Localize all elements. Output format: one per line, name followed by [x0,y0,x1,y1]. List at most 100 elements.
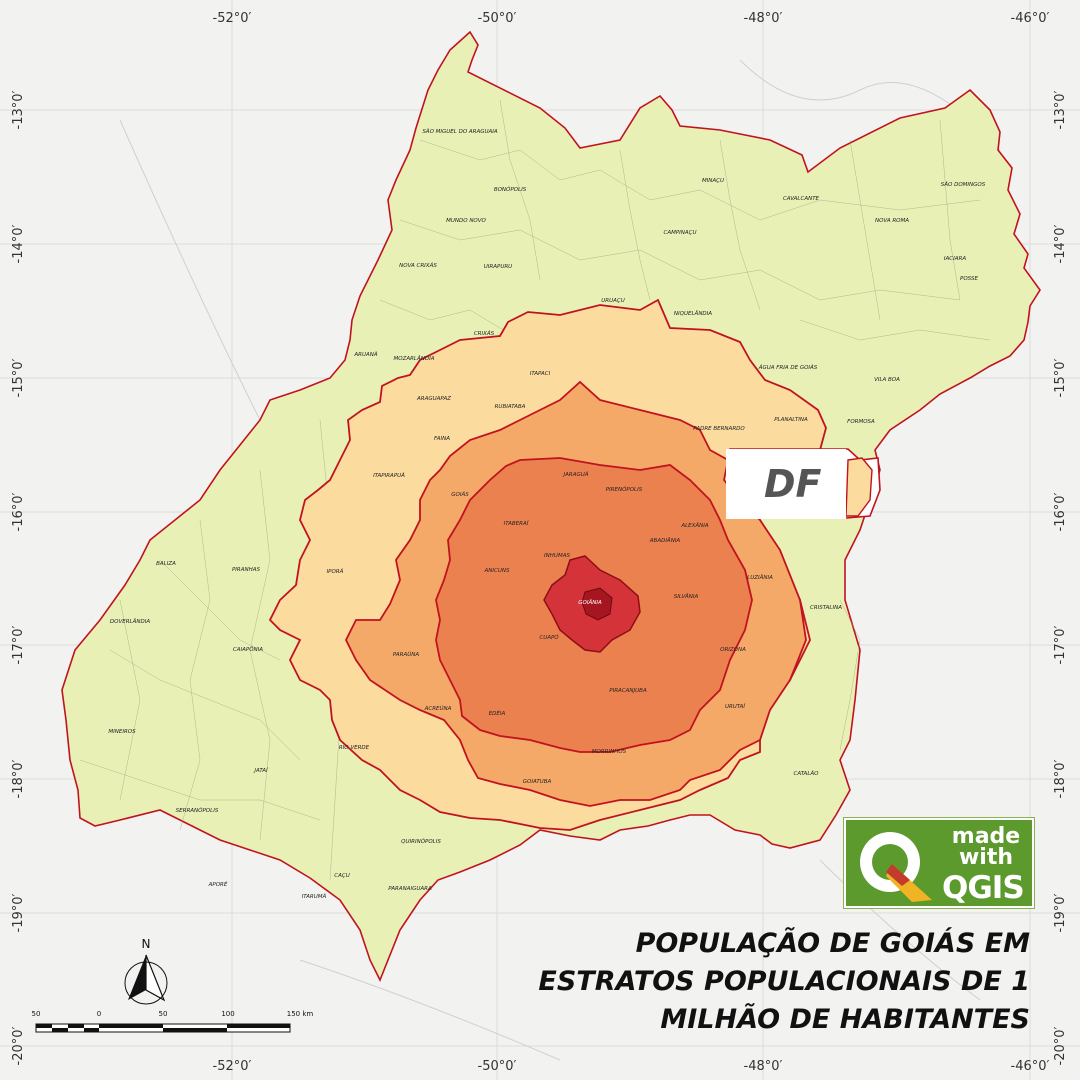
municipality-label: NOVA ROMA [875,218,909,224]
scale-label: 50 [159,1010,168,1018]
lat-label-left: -15°0′ [11,358,26,397]
north-label: N [142,937,151,951]
municipality-label: ACREÚNA [424,705,452,712]
lon-label-bottom: -52°0′ [213,1059,252,1074]
municipality-label: ABADIÂNIA [649,537,681,544]
lat-label-left: -14°0′ [11,224,26,263]
lat-label-right: -19°0′ [1053,893,1068,932]
municipality-label: ORIZONA [720,647,746,653]
municipality-label: PARANAIGUARA [388,886,432,892]
df-east-strip [845,457,873,517]
municipality-label: IACIARA [944,256,966,262]
municipality-label: PIRANHAS [232,567,261,573]
title-line-3: MILHÃO DE HABITANTES [660,1004,1030,1035]
df-label-box [726,449,846,519]
map-title: POPULAÇÃO DE GOIÁS EM ESTRATOS POPULACIO… [510,925,1030,1039]
municipality-label: ITAPACI [530,371,551,377]
municipality-label: SILVÂNIA [674,593,699,600]
logo-line-made: made [951,824,1021,849]
municipality-label: INHUMAS [544,553,570,559]
municipality-label: SÃO DOMINGOS [941,181,986,188]
qgis-q-icon [860,832,932,902]
municipality-label: MORRINHOS [592,749,627,755]
municipality-label: BONÓPOLIS [494,186,527,193]
municipality-label: JARAGUÁ [562,471,588,478]
lat-label-right: -16°0′ [1053,492,1068,531]
municipality-label: MINAÇU [702,178,724,184]
lat-label-left: -16°0′ [11,492,26,531]
municipality-label: NOVA CRIXÁS [399,262,437,269]
municipality-label: APORÉ [208,880,228,888]
municipality-label: URUTAÍ [725,703,746,710]
longitude-labels: -52°0′ -50°0′ -48°0′ -46°0′ -52°0′ -50°0… [213,11,1050,1074]
municipality-label: IPORÁ [327,568,344,575]
municipality-label: GOIÁS [451,491,469,498]
municipality-label: PLANALTINA [774,417,808,423]
logo-line-qgis: QGIS [942,870,1025,906]
lat-label-left: -17°0′ [11,625,26,664]
municipality-label: CATALÃO [794,770,820,777]
municipality-label: RIO VERDE [339,745,370,751]
municipality-label: PADRE BERNARDO [693,426,745,432]
lon-label-bottom: -48°0′ [744,1059,783,1074]
municipality-label: ARUANÃ [353,351,377,358]
municipality-label: ANICUNS [484,568,510,574]
latitude-labels: -13°0′ -14°0′ -15°0′ -16°0′ -17°0′ -18°0… [11,90,1068,1065]
municipality-label: UIRAPURU [484,264,512,270]
municipality-label: CAÇU [334,873,349,879]
scale-label: 150 km [287,1010,314,1018]
lon-label-top: -50°0′ [478,11,517,26]
lat-label-left: -20°0′ [11,1026,26,1065]
municipality-label: PARAÚNA [393,651,420,658]
municipality-label: LUZIÂNIA [747,574,773,581]
lat-label-right: -13°0′ [1053,90,1068,129]
lon-label-bottom: -50°0′ [478,1059,517,1074]
municipality-label: POSSE [960,276,978,282]
municipality-label: NIQUELÂNDIA [674,310,712,317]
municipality-label: RUBIATABA [495,404,526,410]
lon-label-bottom: -46°0′ [1011,1059,1050,1074]
lat-label-right: -14°0′ [1053,224,1068,263]
municipality-label: DOVERLÂNDIA [110,618,150,625]
lon-label-top: -48°0′ [744,11,783,26]
municipality-label: EDÉIA [489,709,506,717]
scale-label: 100 [221,1010,234,1018]
lat-label-left: -19°0′ [11,893,26,932]
lat-label-right: -17°0′ [1053,625,1068,664]
municipality-label: ÁGUA FRIA DE GOIÁS [758,364,818,371]
lon-label-top: -46°0′ [1011,11,1050,26]
logo-text: made with [946,824,1026,870]
goiania-center [581,587,613,621]
municipality-label: CAIAPÔNIA [233,646,263,653]
municipality-label: SERRANÓPOLIS [176,807,219,814]
scale-label: 0 [97,1010,101,1018]
municipality-labels: SÃO MIGUEL DO ARAGUAIA BONÓPOLIS MUNDO N… [108,128,985,900]
municipality-label: MINEIROS [108,729,136,735]
lat-label-left: -13°0′ [11,90,26,129]
municipality-label: URUAÇU [601,298,625,304]
municipality-label: PIRENÓPOLIS [606,486,643,493]
title-line-1: POPULAÇÃO DE GOIÁS EM [635,928,1030,959]
lat-label-right: -18°0′ [1053,759,1068,798]
municipality-label: GOIÂNIA [578,599,602,606]
municipality-label: CUAPÓ [539,634,559,641]
municipality-label: CRIXÁS [474,330,495,337]
scale-bar: 50 0 50 100 150 km [32,1010,314,1033]
municipality-label: SÃO MIGUEL DO ARAGUAIA [422,128,498,135]
logo-line-with: with [958,845,1014,870]
qgis-logo: made with QGIS [844,818,1034,908]
lon-label-top: -52°0′ [213,11,252,26]
municipality-label: VILA BOA [874,377,900,383]
municipality-label: ALEXÂNIA [680,522,709,529]
lat-label-left: -18°0′ [11,759,26,798]
municipality-label: CAMPINAÇU [663,230,696,236]
scale-label: 50 [32,1010,41,1018]
municipality-label: ARAGUAPAZ [416,396,451,402]
municipality-label: MUNDO NOVO [446,218,486,224]
municipality-label: CRISTALINA [810,605,842,611]
north-arrow: N [124,937,168,1005]
municipality-label: GOIATUBA [523,779,552,785]
municipality-label: CAVALCANTE [783,196,820,202]
municipality-label: ITAPIRAPUÃ [373,472,405,479]
